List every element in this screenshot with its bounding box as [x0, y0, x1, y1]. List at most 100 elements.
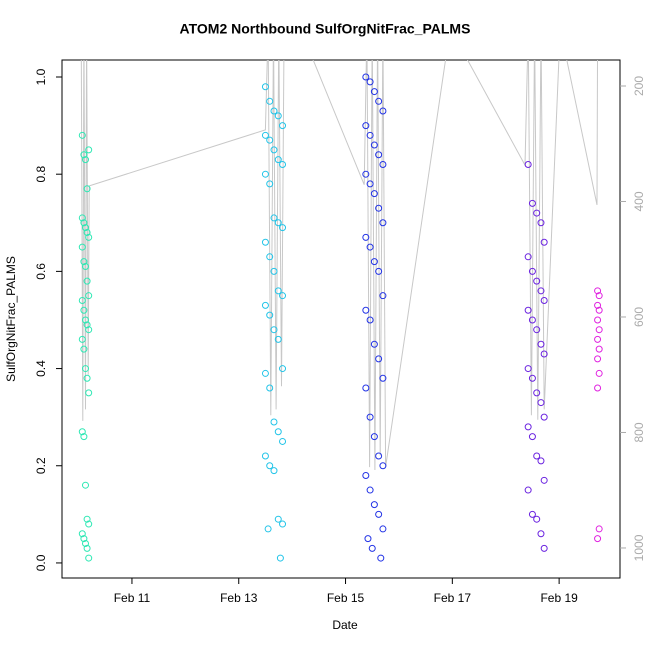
y-tick-label: 0.4	[34, 360, 48, 377]
point	[279, 224, 287, 232]
point	[370, 258, 378, 266]
point	[276, 554, 284, 562]
point	[528, 316, 536, 324]
point	[78, 243, 86, 251]
point	[266, 384, 274, 392]
point	[379, 374, 387, 382]
point	[85, 520, 93, 528]
point	[83, 277, 91, 285]
point	[279, 365, 287, 373]
point	[594, 384, 602, 392]
point	[595, 292, 603, 300]
point	[266, 97, 274, 105]
y-tick-label: 0.8	[34, 166, 48, 183]
point	[370, 501, 378, 509]
point	[270, 146, 278, 154]
point	[533, 326, 541, 334]
point	[540, 297, 548, 305]
point	[375, 355, 383, 363]
point	[537, 457, 545, 465]
point	[279, 437, 287, 445]
point	[80, 306, 88, 314]
point	[533, 209, 541, 217]
point	[274, 515, 282, 523]
point	[594, 535, 602, 543]
point	[266, 311, 274, 319]
point	[595, 369, 603, 377]
point	[362, 384, 370, 392]
point	[279, 122, 287, 130]
point	[524, 423, 532, 431]
point	[524, 306, 532, 314]
x-tick-label: Feb 11	[114, 591, 151, 605]
point	[379, 292, 387, 300]
point	[379, 462, 387, 470]
point	[375, 151, 383, 159]
point	[274, 287, 282, 295]
point	[78, 297, 86, 305]
point	[261, 369, 269, 377]
point	[362, 233, 370, 241]
point	[80, 535, 88, 543]
point	[594, 287, 602, 295]
point	[264, 525, 272, 533]
point	[274, 219, 282, 227]
point	[270, 107, 278, 115]
point	[261, 238, 269, 246]
point	[279, 292, 287, 300]
plot-area	[78, 60, 603, 562]
point	[274, 112, 282, 120]
point	[540, 238, 548, 246]
point	[533, 277, 541, 285]
point	[83, 229, 91, 237]
point	[537, 219, 545, 227]
point	[595, 345, 603, 353]
point	[370, 340, 378, 348]
point	[270, 214, 278, 222]
point	[83, 374, 91, 382]
point	[78, 131, 86, 139]
point	[80, 433, 88, 441]
point	[80, 219, 88, 227]
point	[261, 452, 269, 460]
point	[274, 428, 282, 436]
point	[379, 160, 387, 168]
point	[540, 350, 548, 358]
point	[537, 287, 545, 295]
point	[528, 510, 536, 518]
pressure-line	[80, 60, 598, 471]
point	[78, 530, 86, 538]
point	[364, 535, 372, 543]
point	[375, 267, 383, 275]
point	[78, 428, 86, 436]
point	[594, 301, 602, 309]
point	[270, 467, 278, 475]
point	[81, 365, 89, 373]
point	[594, 316, 602, 324]
point	[379, 525, 387, 533]
point	[528, 374, 536, 382]
point	[540, 413, 548, 421]
point	[524, 160, 532, 168]
point	[366, 131, 374, 139]
point	[80, 258, 88, 266]
point	[368, 544, 376, 552]
point	[528, 433, 536, 441]
chart-title: ATOM2 Northbound SulfOrgNitFrac_PALMS	[180, 21, 471, 37]
point	[537, 530, 545, 538]
point	[375, 204, 383, 212]
point	[85, 326, 93, 334]
point	[83, 185, 91, 193]
point	[78, 335, 86, 343]
point	[270, 267, 278, 275]
point	[366, 316, 374, 324]
point	[80, 345, 88, 353]
y-tick-label: 0.0	[34, 554, 48, 571]
point	[533, 452, 541, 460]
y2-tick-label: 200	[632, 76, 646, 96]
point	[270, 326, 278, 334]
y-tick-label: 0.2	[34, 457, 48, 474]
point	[366, 180, 374, 188]
point	[83, 544, 91, 552]
